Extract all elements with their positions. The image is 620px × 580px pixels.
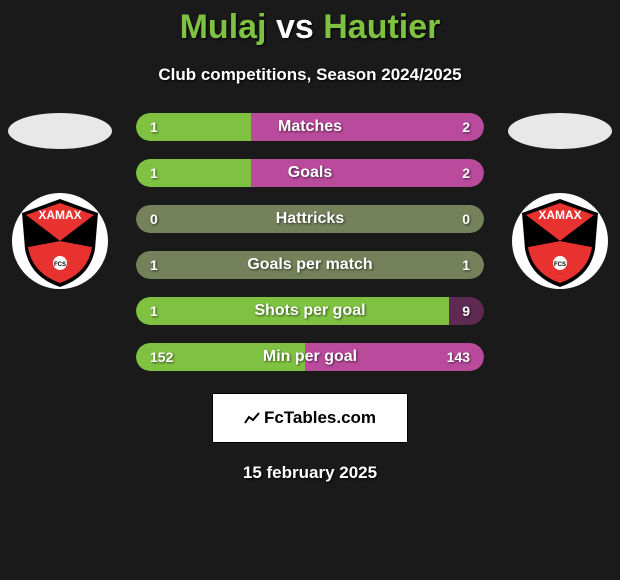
stat-value-right: 1 (448, 257, 484, 273)
chart-icon (244, 411, 260, 427)
title-vs: vs (276, 8, 314, 46)
brand-label: FcTables.com (244, 408, 376, 428)
stat-label: Goals per match (136, 256, 484, 274)
stat-row: 1 Goals per match 1 (136, 251, 484, 279)
svg-text:XAMAX: XAMAX (38, 208, 81, 222)
flag-left (8, 113, 112, 149)
stat-value-right: 143 (433, 349, 484, 365)
stat-label: Matches (136, 118, 484, 136)
brand-text: FcTables.com (264, 408, 376, 428)
flag-right (508, 113, 612, 149)
brand-box: FcTables.com (212, 393, 408, 443)
stat-row: 1 Shots per goal 9 (136, 297, 484, 325)
left-column: XAMAX FCS (0, 113, 120, 291)
stat-row: 0 Hattricks 0 (136, 205, 484, 233)
stat-label: Hattricks (136, 210, 484, 228)
club-badge-left: XAMAX FCS (10, 191, 110, 291)
content-area: XAMAX FCS XAMAX FCS 1 Matches 2 1 Goals … (0, 113, 620, 371)
page-title: Mulaj vs Hautier (0, 0, 620, 47)
stats-list: 1 Matches 2 1 Goals 2 0 Hattricks 0 1 Go… (136, 113, 484, 371)
stat-row: 1 Matches 2 (136, 113, 484, 141)
stat-value-right: 0 (448, 211, 484, 227)
subtitle: Club competitions, Season 2024/2025 (0, 65, 620, 85)
svg-text:FCS: FCS (554, 262, 566, 268)
stat-row: 152 Min per goal 143 (136, 343, 484, 371)
stat-row: 1 Goals 2 (136, 159, 484, 187)
right-column: XAMAX FCS (500, 113, 620, 291)
stat-label: Shots per goal (136, 302, 484, 320)
title-player2: Hautier (323, 8, 440, 46)
stat-value-right: 9 (448, 303, 484, 319)
club-badge-right: XAMAX FCS (510, 191, 610, 291)
svg-text:FCS: FCS (54, 262, 66, 268)
svg-text:XAMAX: XAMAX (538, 208, 581, 222)
stat-label: Goals (136, 164, 484, 182)
title-player1: Mulaj (180, 8, 267, 46)
date-line: 15 february 2025 (0, 463, 620, 483)
stat-value-right: 2 (448, 165, 484, 181)
comparison-card: Mulaj vs Hautier Club competitions, Seas… (0, 0, 620, 483)
stat-value-right: 2 (448, 119, 484, 135)
